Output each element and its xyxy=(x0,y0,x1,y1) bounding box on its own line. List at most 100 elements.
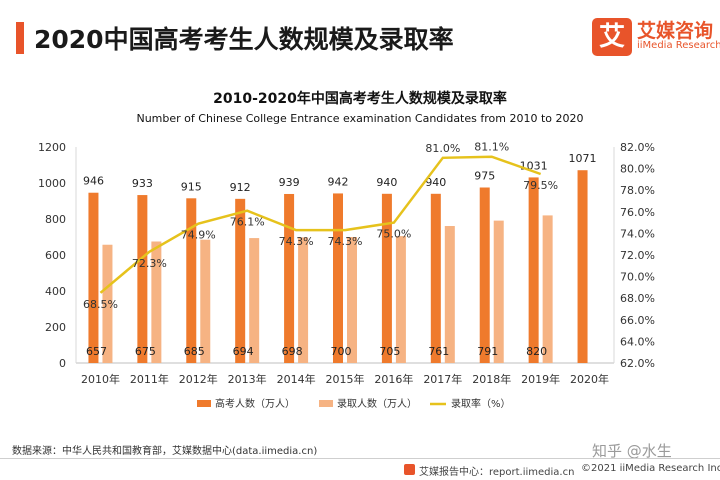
data-label-candidates: 975 xyxy=(474,170,495,183)
bar-admissions xyxy=(102,244,113,363)
y-right-tick-label: 66.0% xyxy=(620,314,655,327)
y-left-tick-label: 1000 xyxy=(38,177,66,190)
x-tick-label: 2019年 xyxy=(521,372,560,386)
data-label-admission-rate: 74.3% xyxy=(279,235,314,248)
bar-admissions xyxy=(298,237,309,363)
data-label-admission-rate: 68.5% xyxy=(83,298,118,311)
bar-candidates xyxy=(235,198,246,363)
watermark: 知乎 @水生 xyxy=(592,442,672,460)
x-tick-label: 2015年 xyxy=(326,372,365,386)
legend-swatch-admissions xyxy=(319,400,333,407)
y-right-tick-label: 68.0% xyxy=(620,292,655,305)
page-title: 2020中国高考考生人数规模及录取率 xyxy=(34,25,454,54)
brand-name-en: iiMedia Research xyxy=(637,40,720,51)
y-left-tick-label: 600 xyxy=(45,249,66,262)
y-right-tick-label: 78.0% xyxy=(620,184,655,197)
y-right-tick-label: 74.0% xyxy=(620,227,655,240)
bar-candidates xyxy=(284,193,295,363)
y-left-tick-label: 1200 xyxy=(38,141,66,154)
y-left-tick-label: 0 xyxy=(59,357,66,370)
copyright: ©2021 iiMedia Research Inc xyxy=(581,463,720,474)
data-label-admission-rate: 74.3% xyxy=(328,235,363,248)
x-tick-label: 2020年 xyxy=(570,372,609,386)
source-note: 数据来源：中华人民共和国教育部，艾媒数据中心(data.iimedia.cn) xyxy=(12,446,318,457)
bar-admissions xyxy=(200,239,211,363)
bar-candidates xyxy=(333,193,343,363)
bar-candidates xyxy=(88,192,99,363)
bar-candidates xyxy=(137,195,148,363)
page-header: 2020中国高考考生人数规模及录取率 艾 艾媒咨询 iiMedia Resear… xyxy=(0,0,720,72)
data-label-admissions: 698 xyxy=(282,345,303,358)
data-label-candidates: 940 xyxy=(425,176,446,189)
data-label-admission-rate: 72.3% xyxy=(132,257,167,270)
bar-admissions xyxy=(395,236,406,363)
legend-swatch-candidates xyxy=(197,400,211,407)
data-label-admissions: 657 xyxy=(86,345,107,358)
bar-candidates xyxy=(528,177,539,363)
data-label-admissions: 820 xyxy=(526,345,547,358)
footer-divider xyxy=(0,458,720,459)
x-tick-label: 2010年 xyxy=(81,372,120,386)
data-label-admission-rate: 75.0% xyxy=(376,228,411,241)
data-label-admission-rate: 76.1% xyxy=(230,216,265,229)
x-tick-label: 2017年 xyxy=(423,372,462,386)
chart-title: 2010-2020年中国高考考生人数规模及录取率 xyxy=(213,91,507,107)
data-label-admission-rate: 74.9% xyxy=(181,229,216,242)
bar-admissions xyxy=(444,226,455,363)
data-label-admissions: 761 xyxy=(428,345,449,358)
bar-admissions xyxy=(542,215,553,363)
bar-admissions xyxy=(493,220,504,363)
y-right-tick-label: 82.0% xyxy=(620,141,655,154)
data-label-candidates: 946 xyxy=(83,175,104,188)
data-label-candidates: 942 xyxy=(328,175,349,188)
bar-admissions xyxy=(249,238,260,363)
data-label-admissions: 700 xyxy=(331,345,352,358)
y-left-tick-label: 400 xyxy=(45,285,66,298)
chart-subtitle: Number of Chinese College Entrance exami… xyxy=(136,112,584,125)
data-label-candidates: 915 xyxy=(181,180,202,193)
y-right-tick-label: 76.0% xyxy=(620,206,655,219)
x-tick-label: 2016年 xyxy=(374,372,413,386)
brand-logo: 艾 艾媒咨询 iiMedia Research xyxy=(592,18,720,58)
data-label-admissions: 685 xyxy=(184,345,205,358)
data-label-admission-rate: 81.1% xyxy=(474,141,509,154)
header-accent-bar xyxy=(16,22,24,54)
x-tick-label: 2018年 xyxy=(472,372,511,386)
data-label-candidates: 933 xyxy=(132,177,153,190)
report-center-link: 艾媒报告中心：report.iimedia.cn xyxy=(419,467,575,478)
y-right-tick-label: 70.0% xyxy=(620,271,655,284)
data-label-candidates: 1071 xyxy=(569,152,597,165)
data-label-candidates: 940 xyxy=(376,176,397,189)
data-label-admissions: 705 xyxy=(379,345,400,358)
x-tick-label: 2011年 xyxy=(130,372,169,386)
brand-logo-mark: 艾 xyxy=(592,18,632,56)
data-label-admissions: 791 xyxy=(477,345,498,358)
brand-name-cn: 艾媒咨询 xyxy=(637,20,714,42)
bar-admissions xyxy=(347,237,357,363)
data-label-admission-rate: 79.5% xyxy=(523,179,558,192)
x-tick-label: 2014年 xyxy=(277,372,316,386)
report-center-icon xyxy=(404,464,415,475)
legend-label-admission-rate: 录取率（%） xyxy=(451,397,511,410)
bar-candidates xyxy=(186,198,197,363)
legend-label-candidates: 高考人数（万人） xyxy=(215,397,295,410)
bar-candidates xyxy=(479,187,490,363)
y-right-tick-label: 64.0% xyxy=(620,335,655,348)
y-right-tick-label: 80.0% xyxy=(620,163,655,176)
data-label-admission-rate: 81.0% xyxy=(425,142,460,155)
chart: 0 200 400 600 800 1000 1200 62.0% 64.0% 66.0% 68.0… xyxy=(38,141,655,410)
y-right-tick-label: 72.0% xyxy=(620,249,655,262)
bar-admissions xyxy=(151,241,162,363)
bar-candidates xyxy=(430,193,441,363)
legend-label-admissions: 录取人数（万人） xyxy=(337,397,417,410)
data-label-candidates: 912 xyxy=(230,181,251,194)
y-left-tick-label: 200 xyxy=(45,321,66,334)
bar-candidates xyxy=(381,193,392,363)
bar-candidates xyxy=(577,170,588,363)
y-left-tick-label: 800 xyxy=(45,213,66,226)
x-tick-label: 2013年 xyxy=(228,372,267,386)
data-label-candidates: 939 xyxy=(279,176,300,189)
data-label-admissions: 675 xyxy=(135,345,156,358)
y-right-tick-label: 62.0% xyxy=(620,357,655,370)
x-tick-label: 2012年 xyxy=(179,372,218,386)
